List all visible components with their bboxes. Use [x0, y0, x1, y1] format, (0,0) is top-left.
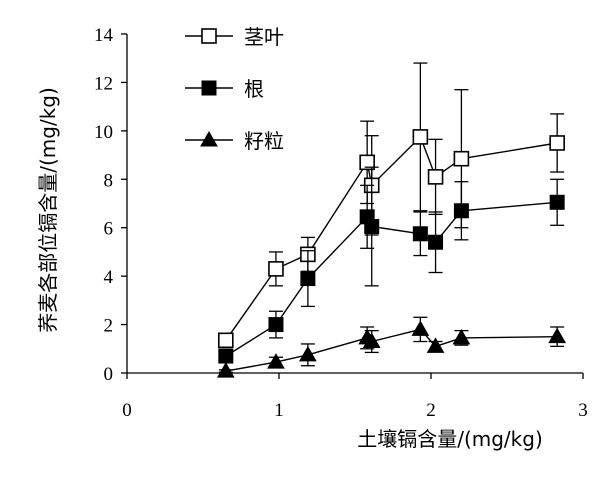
data-point	[359, 154, 375, 171]
y-tick-label: 12	[94, 73, 113, 94]
legend-marker	[200, 130, 218, 147]
data-point	[300, 271, 316, 287]
series-line	[225, 135, 558, 341]
data-point	[218, 332, 234, 349]
data-point	[411, 320, 430, 336]
series-0	[218, 62, 565, 349]
data-point	[548, 327, 567, 344]
data-point	[299, 345, 317, 362]
data-point	[549, 194, 565, 210]
x-tick-label: 0	[122, 400, 132, 421]
data-point	[426, 337, 445, 353]
data-point	[412, 129, 429, 145]
y-axis-title: 荞麦各部位镉含量/(mg/kg)	[36, 87, 60, 333]
x-tick-label: 2	[426, 400, 436, 421]
data-point	[428, 234, 444, 250]
legend-item-2: 籽粒	[185, 129, 284, 153]
data-point	[216, 362, 235, 378]
y-tick-label: 0	[104, 364, 114, 385]
data-point	[412, 226, 428, 242]
legend-item-1: 根	[185, 77, 264, 101]
series-2	[216, 316, 567, 378]
y-tick-label: 10	[94, 122, 113, 143]
x-tick-label: 1	[274, 400, 284, 421]
y-tick-label: 4	[104, 267, 114, 288]
x-axis-title: 土壤镉含量/(mg/kg)	[357, 427, 543, 451]
y-tick-label: 8	[104, 170, 114, 191]
legend-marker	[201, 80, 217, 96]
data-point	[427, 169, 444, 185]
series-layer	[216, 62, 567, 378]
legend-label: 籽粒	[244, 129, 284, 153]
y-tick-label: 2	[104, 316, 114, 337]
legend-marker	[201, 28, 217, 44]
legend-item-0: 茎叶	[185, 25, 284, 49]
legend-label: 根	[244, 77, 264, 101]
data-point	[453, 203, 469, 219]
data-point	[549, 135, 565, 151]
legend-label: 茎叶	[244, 25, 284, 49]
data-point	[453, 150, 470, 167]
data-point	[452, 328, 471, 345]
x-tick-label: 3	[578, 400, 588, 421]
data-point	[268, 317, 284, 333]
data-point	[362, 332, 381, 349]
y-tick-label: 14	[94, 25, 114, 46]
data-point	[218, 348, 234, 364]
data-point	[267, 353, 285, 369]
data-point	[364, 219, 380, 235]
data-point	[268, 261, 284, 277]
y-tick-label: 6	[104, 219, 114, 240]
series-1	[218, 166, 565, 364]
